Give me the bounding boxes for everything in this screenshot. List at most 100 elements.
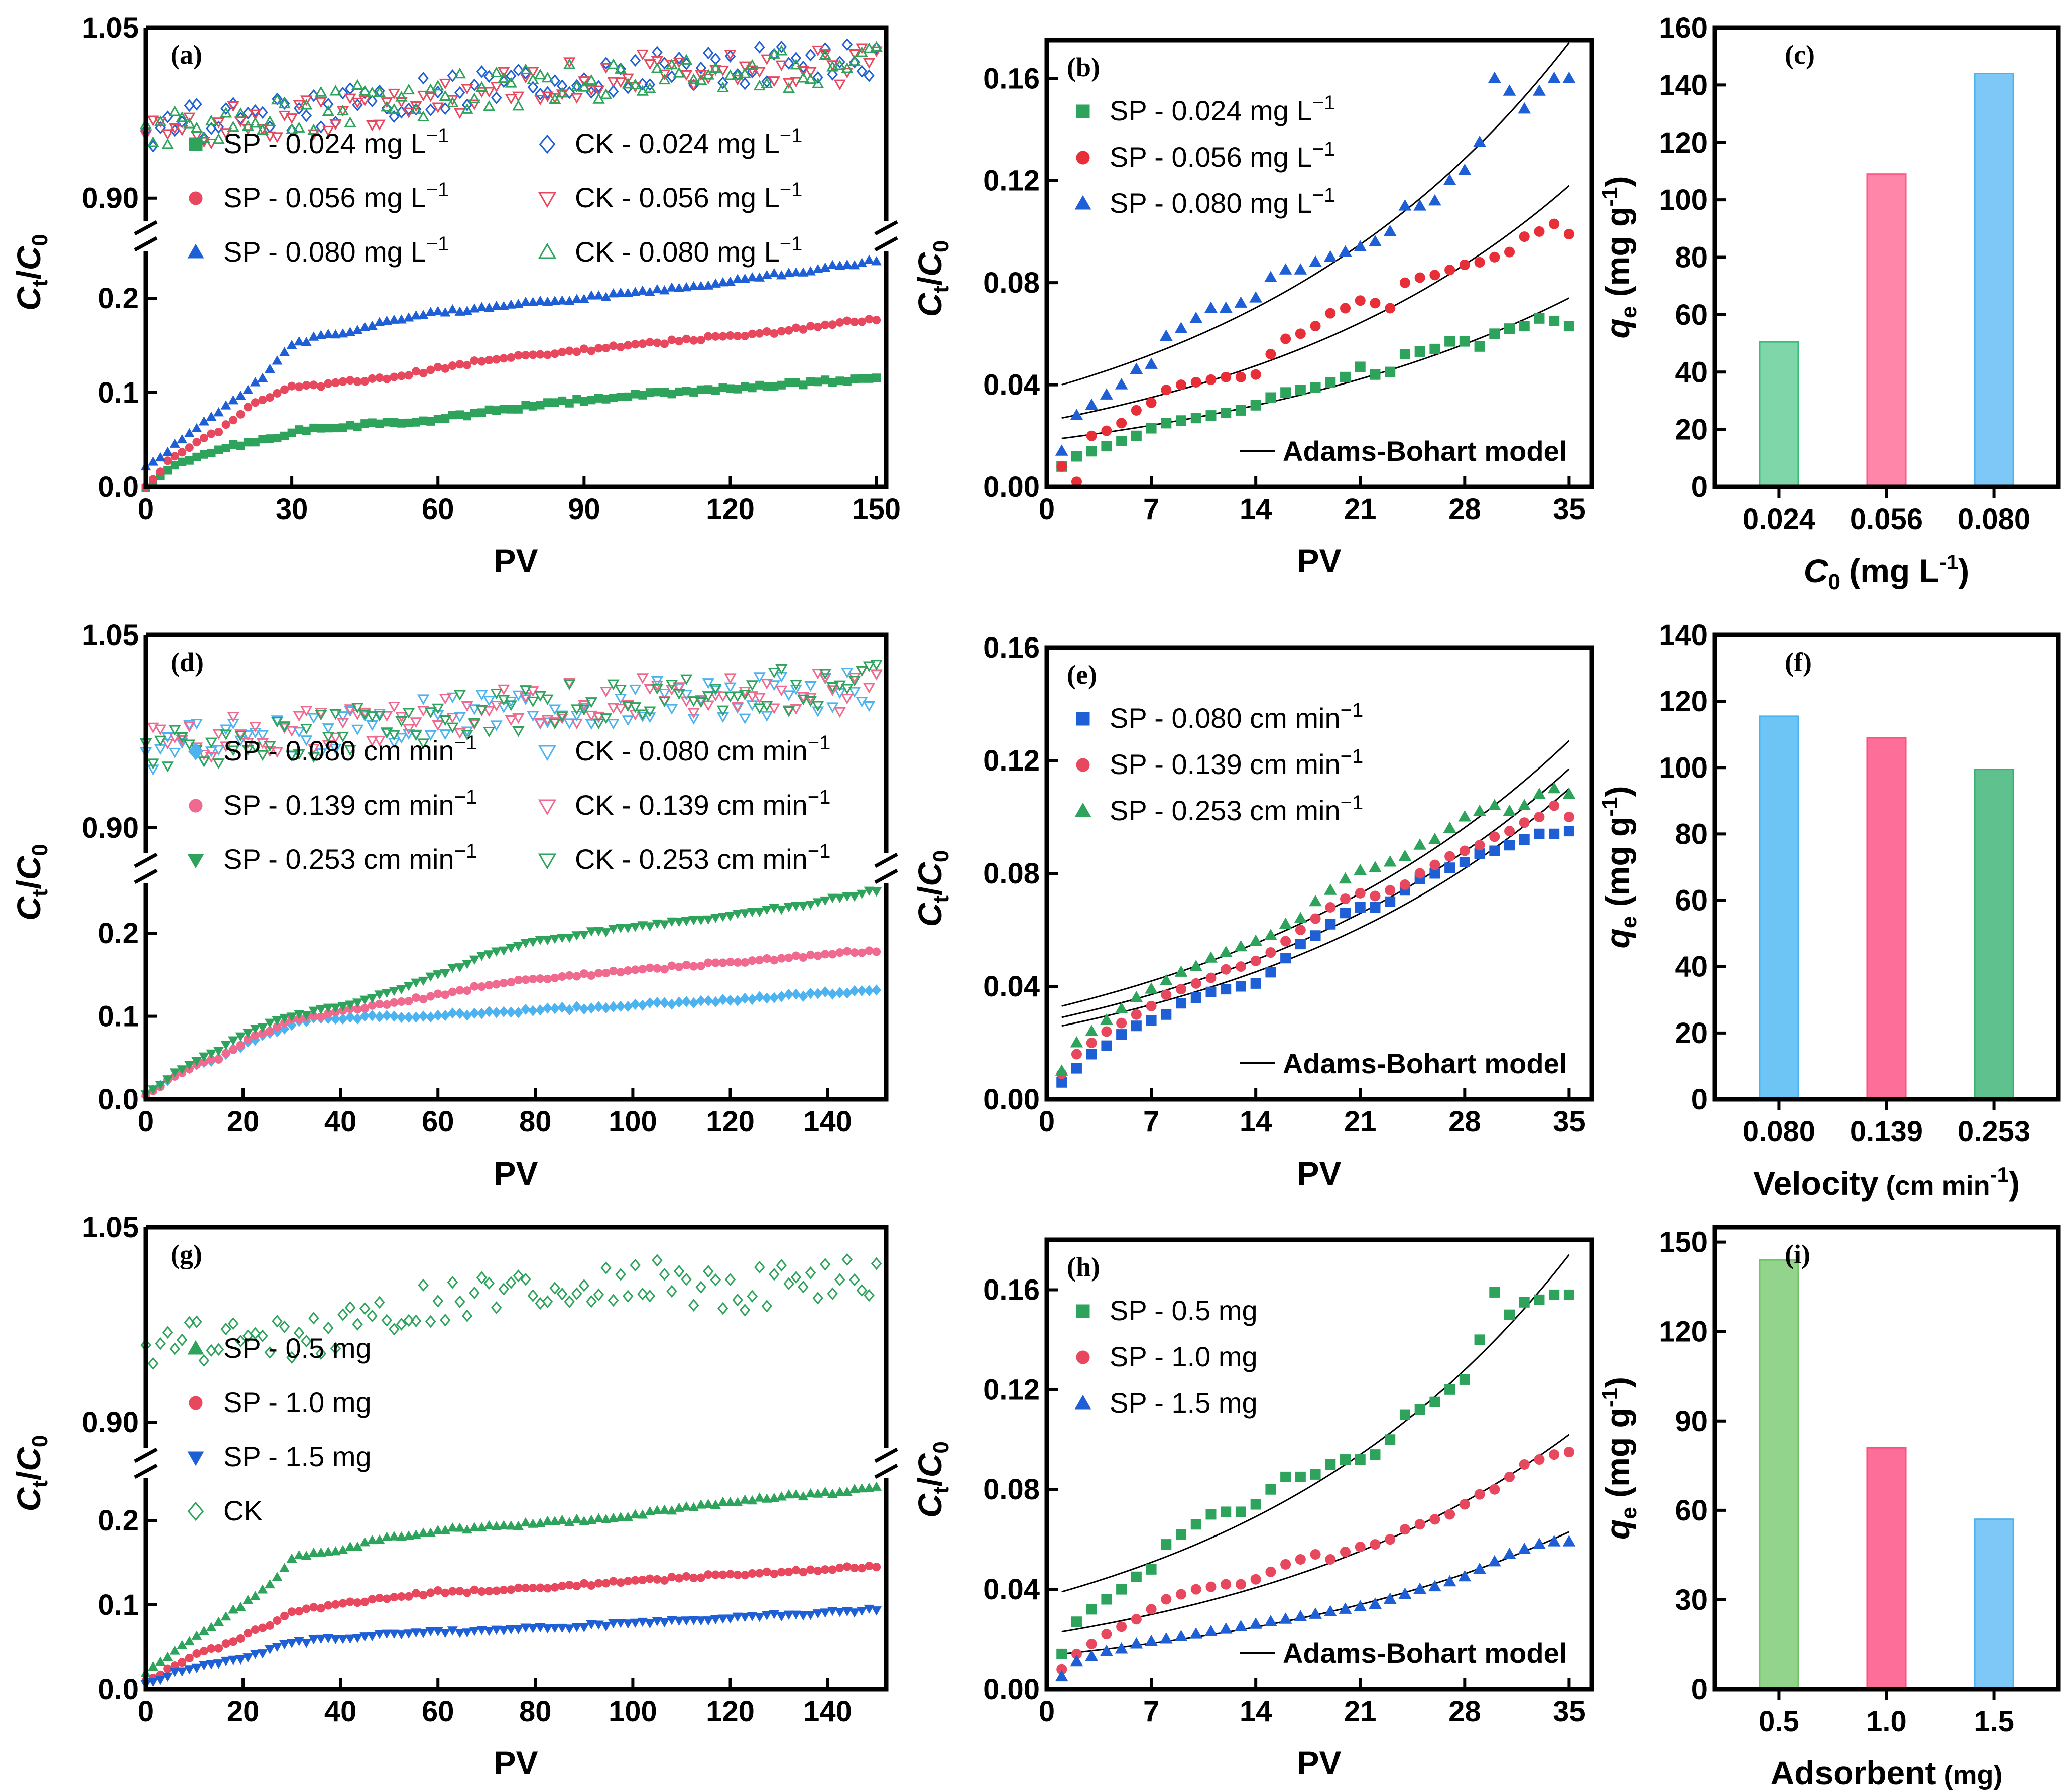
legend-label: SP - 0.139 cm min−1 bbox=[1110, 745, 1363, 780]
data-point bbox=[190, 121, 203, 133]
data-point bbox=[214, 1055, 223, 1064]
data-point bbox=[558, 396, 567, 405]
data-point bbox=[1116, 1584, 1127, 1595]
x-axis-label: C0 (mg L-1) bbox=[1804, 550, 1969, 594]
data-point bbox=[1101, 1040, 1112, 1051]
data-point bbox=[1459, 1499, 1470, 1510]
data-point bbox=[149, 475, 158, 484]
data-point bbox=[753, 693, 766, 704]
data-point bbox=[410, 103, 422, 114]
y-tick-label: 0.12 bbox=[983, 1373, 1040, 1406]
data-point bbox=[556, 1288, 568, 1301]
data-point bbox=[542, 936, 553, 946]
data-point bbox=[608, 1294, 619, 1307]
data-point bbox=[1369, 1597, 1382, 1609]
data-point bbox=[359, 1302, 371, 1315]
data-point bbox=[747, 272, 758, 282]
data-point bbox=[1519, 817, 1530, 828]
data-point bbox=[872, 373, 881, 382]
x-tick-label: 80 bbox=[519, 1105, 552, 1138]
data-point bbox=[477, 982, 487, 991]
data-point bbox=[521, 975, 530, 984]
data-point bbox=[754, 1612, 765, 1622]
y-tick-label: 0.90 bbox=[82, 182, 139, 215]
y-tick-label: 0.08 bbox=[983, 857, 1040, 890]
data-point bbox=[1131, 1009, 1142, 1020]
data-point bbox=[1533, 1538, 1546, 1549]
data-point bbox=[703, 46, 714, 60]
data-point bbox=[675, 1574, 684, 1583]
panel-label: (c) bbox=[1785, 40, 1815, 70]
data-point bbox=[740, 992, 750, 1004]
data-point bbox=[841, 668, 854, 679]
data-point bbox=[578, 294, 589, 303]
data-point bbox=[798, 1611, 809, 1621]
data-point bbox=[1086, 430, 1097, 441]
axis-break-mark bbox=[134, 868, 158, 884]
data-point bbox=[624, 966, 633, 975]
series-sp-0.080-cm-min-1 bbox=[141, 984, 882, 1102]
data-point bbox=[1116, 1029, 1127, 1040]
data-point bbox=[249, 117, 262, 128]
data-point bbox=[695, 1499, 706, 1509]
data-point bbox=[653, 964, 662, 973]
data-point bbox=[645, 997, 655, 1009]
data-point bbox=[1444, 851, 1455, 862]
data-point bbox=[1310, 1469, 1321, 1480]
data-point bbox=[746, 65, 759, 76]
data-point bbox=[1070, 409, 1083, 420]
data-point bbox=[711, 958, 720, 967]
data-point bbox=[1055, 444, 1068, 456]
bar-0.139 bbox=[1866, 737, 1907, 1100]
data-point bbox=[389, 1531, 400, 1541]
data-point bbox=[557, 1001, 567, 1013]
y-tick-label: 0.1 bbox=[98, 1589, 139, 1621]
data-point bbox=[629, 684, 642, 696]
data-point bbox=[169, 747, 181, 759]
data-point bbox=[841, 1607, 853, 1617]
data-point bbox=[177, 1667, 188, 1677]
data-point bbox=[762, 954, 771, 963]
data-point bbox=[1204, 951, 1218, 963]
data-point bbox=[616, 392, 625, 401]
data-point bbox=[527, 81, 539, 94]
data-point bbox=[1309, 255, 1322, 267]
x-tick-label: 20 bbox=[227, 1105, 260, 1138]
data-point bbox=[578, 1279, 590, 1292]
data-point bbox=[651, 680, 664, 692]
data-point bbox=[600, 292, 612, 301]
data-point bbox=[872, 316, 881, 325]
data-point bbox=[659, 1504, 670, 1514]
data-point bbox=[564, 933, 575, 943]
data-point bbox=[644, 82, 656, 93]
data-point bbox=[587, 971, 596, 980]
data-point bbox=[740, 909, 751, 919]
panel-h: 0.000.040.080.120.160 7 14 21 28 35PVCt/C0(h)… bbox=[911, 1237, 1594, 1781]
legend-label: CK bbox=[223, 1495, 263, 1526]
data-point bbox=[834, 1608, 845, 1617]
x-tick-label: 140 bbox=[803, 1695, 852, 1728]
data-point bbox=[565, 346, 574, 355]
data-point bbox=[519, 685, 532, 696]
data-point bbox=[250, 1327, 261, 1340]
data-point bbox=[645, 1574, 654, 1583]
data-point bbox=[514, 975, 523, 984]
data-point bbox=[147, 115, 159, 126]
data-point bbox=[732, 910, 743, 919]
data-point bbox=[381, 1531, 392, 1541]
data-point bbox=[272, 1016, 283, 1026]
data-point bbox=[703, 995, 713, 1006]
data-point bbox=[447, 1626, 458, 1636]
data-point bbox=[1533, 787, 1546, 799]
data-point bbox=[336, 104, 349, 116]
data-point bbox=[709, 684, 722, 695]
data-point bbox=[1146, 1000, 1157, 1011]
data-point bbox=[665, 680, 678, 691]
data-point bbox=[732, 274, 743, 283]
data-point bbox=[528, 938, 538, 947]
data-point bbox=[629, 702, 642, 713]
data-point bbox=[834, 1273, 845, 1287]
data-point bbox=[1161, 1009, 1172, 1020]
data-point bbox=[286, 1012, 297, 1022]
data-point bbox=[358, 85, 371, 96]
